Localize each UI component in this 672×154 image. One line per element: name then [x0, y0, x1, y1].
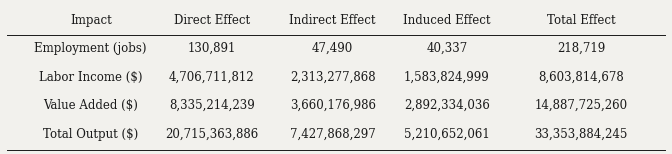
- Text: Total Effect: Total Effect: [547, 14, 616, 26]
- Text: 2,313,277,868: 2,313,277,868: [290, 71, 376, 83]
- Text: 218,719: 218,719: [557, 42, 605, 55]
- Text: 40,337: 40,337: [426, 42, 468, 55]
- Text: Indirect Effect: Indirect Effect: [290, 14, 376, 26]
- Text: 8,335,214,239: 8,335,214,239: [169, 99, 255, 112]
- Text: Impact: Impact: [70, 14, 112, 26]
- Text: 47,490: 47,490: [312, 42, 353, 55]
- Text: 3,660,176,986: 3,660,176,986: [290, 99, 376, 112]
- Text: 7,427,868,297: 7,427,868,297: [290, 128, 376, 141]
- Text: 33,353,884,245: 33,353,884,245: [535, 128, 628, 141]
- Text: Induced Effect: Induced Effect: [403, 14, 491, 26]
- Text: Employment (jobs): Employment (jobs): [34, 42, 147, 55]
- Text: Total Output ($): Total Output ($): [43, 128, 138, 141]
- Text: 20,715,363,886: 20,715,363,886: [165, 128, 258, 141]
- Text: Labor Income ($): Labor Income ($): [39, 71, 142, 83]
- Text: Direct Effect: Direct Effect: [173, 14, 250, 26]
- Text: 14,887,725,260: 14,887,725,260: [535, 99, 628, 112]
- Text: 8,603,814,678: 8,603,814,678: [538, 71, 624, 83]
- Text: 1,583,824,999: 1,583,824,999: [404, 71, 490, 83]
- Text: 2,892,334,036: 2,892,334,036: [404, 99, 490, 112]
- Text: 5,210,652,061: 5,210,652,061: [404, 128, 490, 141]
- Text: 4,706,711,812: 4,706,711,812: [169, 71, 255, 83]
- Text: Value Added ($): Value Added ($): [43, 99, 138, 112]
- Text: 130,891: 130,891: [187, 42, 236, 55]
